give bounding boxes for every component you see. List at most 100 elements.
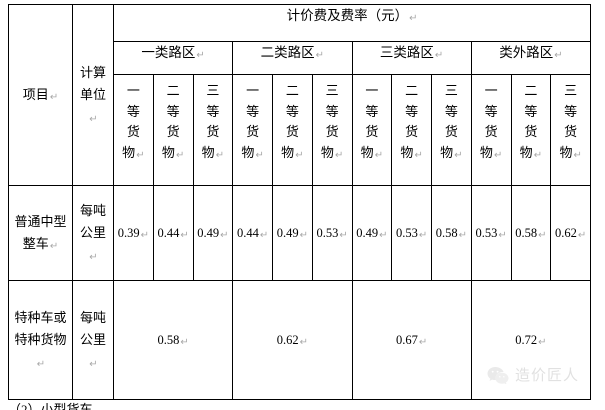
freight-rate-table: 项目↵ 计算单位↵ 计价费及费率（元）↵ 一类路区↵ 二类路区↵ [8, 4, 592, 400]
table-header-row-super: 项目↵ 计算单位 ↵ 计价费及费率（元）↵ [8, 4, 592, 186]
pilcrow-mark: ↵ [175, 149, 185, 161]
pilcrow-mark: ↵ [49, 241, 59, 252]
cell-value: 0.62↵ [550, 185, 592, 281]
value-0-4: 0.49 [276, 225, 299, 240]
pilcrow-mark: ↵ [458, 229, 467, 241]
header-cell-grade-11: 三等货物↵ [550, 74, 592, 186]
header-cell-item: 项目↵ [8, 4, 73, 186]
cell-value: 0.49↵ [272, 185, 313, 281]
value-0-9: 0.53 [475, 225, 498, 240]
header-cell-grade-10: 二等货物↵ [510, 74, 552, 186]
pilcrow-mark: ↵ [409, 13, 418, 24]
pilcrow-mark: ↵ [180, 229, 189, 241]
pilcrow-mark: ↵ [259, 229, 269, 241]
value-0-8: 0.58 [435, 225, 458, 240]
value-1-2: 0.67 [395, 332, 418, 347]
pilcrow-mark: ↵ [180, 336, 189, 348]
pilcrow-mark: ↵ [533, 149, 543, 161]
row-unit-0: 每吨公里 ↵ [72, 185, 114, 281]
header-cell-zone-1: 一类路区↵ [112, 41, 234, 75]
zone-label-2: 二类路区 [260, 45, 315, 60]
cell-value-merged: 0.62↵ [232, 280, 353, 400]
grade-label-5: 三等货物↵ [320, 83, 344, 161]
cell-value: 0.58↵ [510, 185, 552, 281]
cell-value: 0.49↵ [192, 185, 234, 281]
row-unit-1: 每吨公里 ↵ [72, 280, 114, 400]
grade-label-4: 二等货物↵ [281, 83, 304, 161]
cell-value: 0.53↵ [391, 185, 432, 281]
pilcrow-mark: ↵ [220, 229, 229, 241]
header-cell-grade-2: 三等货物↵ [192, 74, 234, 186]
cell-value: 0.49↵ [351, 185, 393, 281]
pilcrow-mark: ↵ [136, 149, 145, 161]
zone-label-3: 三类路区 [379, 45, 434, 60]
pilcrow-mark: ↵ [434, 50, 444, 61]
grade-label-6: 一等货物↵ [360, 83, 384, 161]
pilcrow-mark: ↵ [454, 149, 463, 161]
row-item-label-1: 特种车或特种货物 [14, 309, 67, 347]
value-1-3: 0.72 [515, 332, 538, 347]
pilcrow-mark: ↵ [339, 229, 348, 241]
header-cell-grade-5: 三等货物↵ [311, 74, 353, 186]
grade-label-10: 二等货物↵ [519, 83, 543, 161]
grade-label-2: 三等货物↵ [201, 83, 225, 161]
grade-label-11: 三等货物↵ [559, 83, 582, 161]
zone-label-1: 一类路区 [141, 45, 196, 60]
pilcrow-mark: ↵ [379, 229, 388, 241]
grade-label-1: 二等货物↵ [161, 83, 185, 161]
pilcrow-mark: ↵ [554, 50, 563, 61]
header-cell-grade-4: 二等货物↵ [272, 74, 313, 186]
header-cell-zone-3: 三类路区↵ [351, 41, 472, 75]
pilcrow-mark: ↵ [577, 229, 587, 241]
cell-value-merged: 0.58↵ [112, 280, 234, 400]
table-header-row-zones: 一类路区↵ 二类路区↵ 三类路区↵ 类外路区↵ [9, 41, 592, 75]
pilcrow-mark: ↵ [140, 229, 149, 241]
grade-label-7: 二等货物↵ [400, 83, 423, 161]
header-cell-zone-4: 类外路区↵ [470, 41, 592, 75]
pilcrow-mark: ↵ [418, 336, 428, 348]
value-0-7: 0.53 [395, 225, 418, 240]
cell-value-merged: 0.67↵ [351, 280, 472, 400]
grade-label-9: 一等货物↵ [479, 83, 503, 161]
cell-value: 0.39↵ [113, 185, 154, 281]
cell-value: 0.53↵ [311, 185, 353, 281]
value-0-10: 0.58 [515, 225, 538, 240]
header-cell-grade-0: 一等货物↵ [113, 74, 154, 186]
table-row: 特种车或特种货物↵ 每吨公里↵ 0.58↵ 0.62↵ 0.67↵ 0.72↵ [8, 280, 592, 400]
value-0-11: 0.62 [555, 225, 577, 240]
header-cell-unit: 计算单位 ↵ [72, 4, 114, 186]
pilcrow-mark: ↵ [493, 149, 503, 161]
row-item-label-0: 普通中型整车 [14, 213, 67, 251]
pilcrow-mark: ↵ [334, 149, 344, 161]
pilcrow-mark: ↵ [414, 149, 423, 161]
pilcrow-mark: ↵ [49, 91, 59, 103]
cell-value: 0.44↵ [152, 185, 194, 281]
pilcrow-mark: ↵ [215, 149, 225, 161]
grade-label-8: 三等货物↵ [440, 83, 463, 161]
pilcrow-mark: ↵ [36, 359, 46, 371]
cell-value-merged: 0.72↵ [470, 280, 592, 400]
grade-label-0: 一等货物↵ [122, 83, 145, 161]
value-0-2: 0.49 [197, 225, 220, 240]
cell-value: 0.53↵ [470, 185, 512, 281]
header-cell-grade-6: 一等货物↵ [351, 74, 393, 186]
pilcrow-mark: ↵ [315, 50, 325, 61]
header-cell-grade-9: 一等货物↵ [470, 74, 512, 186]
pilcrow-mark: ↵ [89, 114, 98, 126]
header-unit-label: 计算单位 [79, 64, 106, 102]
value-1-0: 0.58 [157, 332, 180, 347]
pilcrow-mark: ↵ [374, 149, 384, 161]
pilcrow-mark: ↵ [89, 359, 98, 371]
value-0-5: 0.53 [316, 225, 339, 240]
zone-label-4: 类外路区 [499, 45, 554, 60]
header-cell-super: 计价费及费率（元）↵ [112, 4, 592, 42]
header-cell-grade-1: 二等货物↵ [152, 74, 194, 186]
pilcrow-mark: ↵ [89, 252, 98, 264]
pilcrow-mark: ↵ [538, 229, 547, 241]
bottom-caption: （2）小型货车 [8, 402, 93, 410]
pilcrow-mark: ↵ [299, 336, 308, 348]
row-item-0: 普通中型整车↵ [8, 185, 73, 281]
grade-label-3: 一等货物↵ [241, 83, 264, 161]
pilcrow-mark: ↵ [498, 229, 507, 241]
cell-value: 0.44↵ [232, 185, 273, 281]
